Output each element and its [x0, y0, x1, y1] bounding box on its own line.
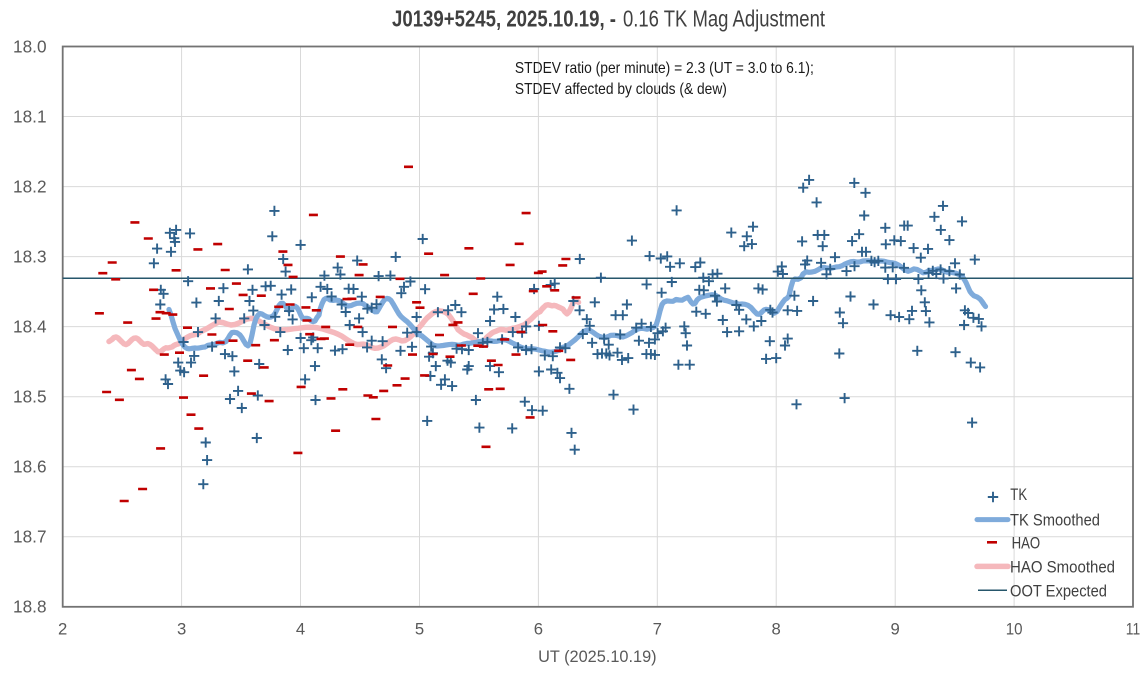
svg-text:STDEV affected by clouds (& de: STDEV affected by clouds (& dew) — [515, 81, 727, 98]
svg-text:18.3: 18.3 — [13, 246, 46, 266]
svg-text:TK: TK — [1010, 486, 1027, 504]
svg-text:HAO: HAO — [1012, 534, 1041, 552]
svg-text:6: 6 — [534, 620, 543, 639]
svg-text:5: 5 — [415, 620, 424, 639]
svg-text:8: 8 — [772, 620, 781, 639]
svg-text:18.6: 18.6 — [13, 457, 46, 477]
svg-text:HAO Smoothed: HAO Smoothed — [1010, 558, 1115, 576]
svg-text:3: 3 — [177, 620, 186, 639]
svg-text:18.5: 18.5 — [13, 387, 46, 407]
svg-text:9: 9 — [891, 620, 900, 639]
svg-text:UT (2025.10.19): UT (2025.10.19) — [538, 647, 657, 666]
svg-text:STDEV ratio (per minute) = 2.: STDEV ratio (per minute) = 2.3 (UT = 3.0… — [515, 60, 814, 77]
svg-text:0.16 TK Mag Adjustment: 0.16 TK Mag Adjustment — [623, 6, 825, 32]
svg-text:18.4: 18.4 — [13, 316, 47, 336]
svg-text:J0139+5245, 2025.10.19, -: J0139+5245, 2025.10.19, - — [392, 6, 616, 32]
svg-text:11: 11 — [1126, 620, 1140, 639]
svg-text:OOT Expected: OOT Expected — [1010, 582, 1107, 600]
svg-text:18.1: 18.1 — [13, 106, 46, 126]
svg-text:18.0: 18.0 — [13, 36, 46, 56]
svg-text:4: 4 — [296, 620, 305, 639]
svg-text:2: 2 — [58, 620, 67, 639]
svg-text:18.8: 18.8 — [13, 597, 46, 617]
svg-text:7: 7 — [653, 620, 662, 639]
svg-text:10: 10 — [1006, 620, 1023, 639]
svg-text:TK Smoothed: TK Smoothed — [1010, 512, 1100, 530]
svg-text:18.7: 18.7 — [13, 527, 46, 547]
svg-text:18.2: 18.2 — [13, 176, 46, 196]
